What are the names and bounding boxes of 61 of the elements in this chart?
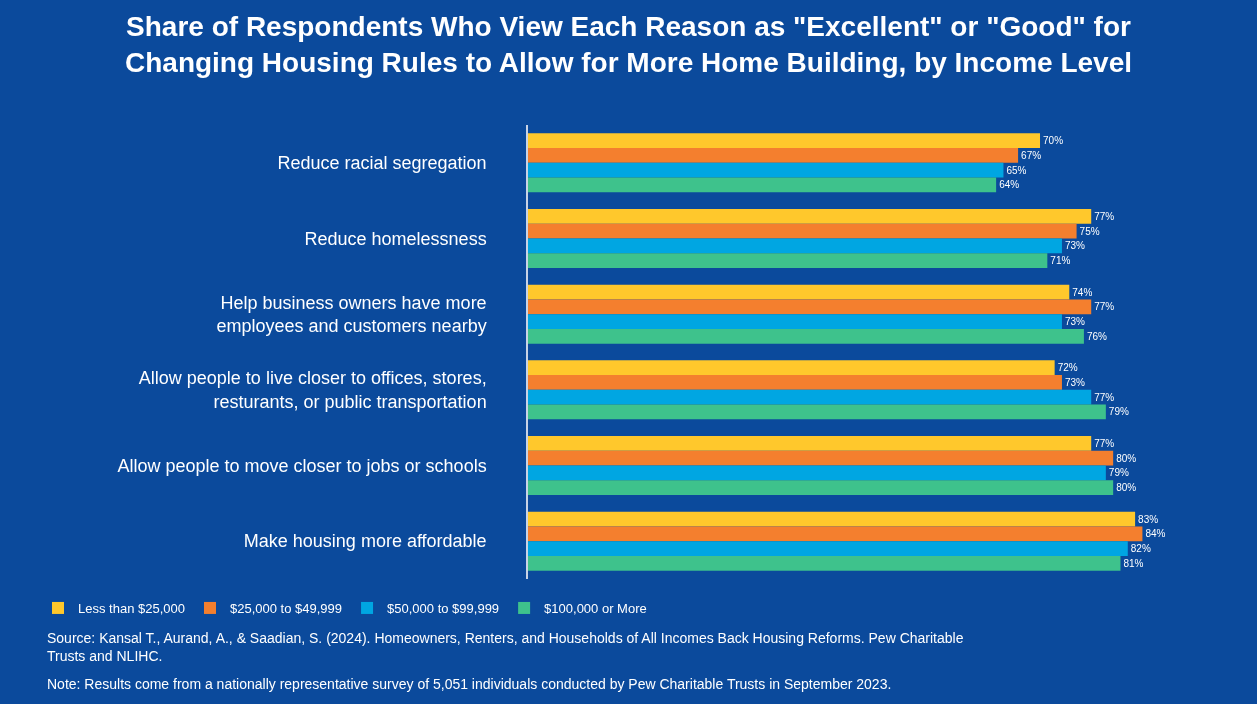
data-label: 70% bbox=[1043, 135, 1064, 147]
y-tick-label: Allow people to move closer to jobs or schools bbox=[117, 455, 487, 476]
bar bbox=[528, 435, 1092, 451]
bar bbox=[528, 133, 1041, 149]
bar bbox=[528, 148, 1019, 163]
data-label: 79% bbox=[1108, 406, 1129, 418]
y-tick-label: Reduce homelessness bbox=[304, 228, 487, 249]
data-label: 64% bbox=[999, 179, 1020, 191]
bar bbox=[528, 162, 1004, 178]
data-label: 73% bbox=[1064, 240, 1086, 252]
legend-label: $100,000 or More bbox=[544, 601, 647, 617]
y-tick-label: Make housing more affordable bbox=[243, 531, 487, 552]
bar bbox=[528, 299, 1092, 315]
data-label: 82% bbox=[1130, 543, 1151, 555]
data-label: 67% bbox=[1021, 149, 1042, 161]
data-label: 80% bbox=[1116, 452, 1137, 464]
legend-label: $50,000 to $99,999 bbox=[387, 601, 500, 617]
bar bbox=[528, 555, 1121, 571]
bar bbox=[528, 375, 1062, 390]
data-label: 76% bbox=[1086, 330, 1108, 342]
data-label: 81% bbox=[1123, 557, 1144, 569]
data-label: 77% bbox=[1094, 391, 1115, 403]
data-label: 75% bbox=[1079, 225, 1100, 237]
bar bbox=[528, 465, 1106, 481]
chart-title: Share of Respondents Who View Each Reason as "Excellent" or "Good" for Changing Housing Rules to Allow for More Home Building, by Income Level bbox=[124, 11, 1133, 79]
bar bbox=[528, 314, 1062, 329]
data-label: 77% bbox=[1094, 301, 1115, 313]
bar bbox=[528, 238, 1062, 254]
data-label: 73% bbox=[1064, 316, 1086, 328]
source-note: Source: Kansal T., Aurand, A., & Saadian, S. (2024). Homeowners, Renters, and Households of All Incomes Back Housing Reforms. Pew Charitable Trusts and NLIHC. bbox=[47, 630, 964, 665]
bar bbox=[528, 284, 1070, 300]
data-label: 83% bbox=[1138, 513, 1159, 525]
bar bbox=[528, 450, 1114, 466]
data-label: 80% bbox=[1116, 482, 1137, 494]
bar bbox=[528, 223, 1077, 239]
bar bbox=[528, 253, 1048, 269]
data-label: 72% bbox=[1057, 362, 1078, 374]
bar bbox=[528, 389, 1092, 405]
bar bbox=[528, 526, 1143, 542]
y-tick-label: Help business owners have more employees and customers nearby bbox=[216, 292, 487, 337]
data-label: 77% bbox=[1094, 437, 1115, 449]
bar bbox=[528, 208, 1092, 224]
bar bbox=[528, 541, 1128, 556]
data-label: 65% bbox=[1006, 164, 1027, 176]
data-label: 71% bbox=[1050, 255, 1071, 267]
bar bbox=[528, 480, 1114, 496]
bar bbox=[528, 360, 1055, 376]
legend-label: $25,000 to $49,999 bbox=[229, 601, 343, 617]
bar bbox=[528, 177, 997, 193]
data-label: 77% bbox=[1094, 210, 1115, 222]
legend-label: Less than $25,000 bbox=[78, 601, 185, 617]
data-label: 73% bbox=[1064, 376, 1086, 388]
text: Note: Results come from a nationally representative survey of 5,051 individuals conducted by Pew Charitable Trusts in September 2023. bbox=[47, 676, 892, 692]
bar bbox=[528, 404, 1106, 420]
bar bbox=[528, 511, 1136, 527]
data-label: 84% bbox=[1145, 528, 1166, 540]
y-tick-label: Allow people to live closer to offices, stores, resturants, or public transportation bbox=[138, 368, 487, 412]
bar bbox=[528, 328, 1084, 344]
data-label: 74% bbox=[1072, 286, 1093, 298]
y-tick-label: Reduce racial segregation bbox=[277, 153, 487, 174]
data-label: 79% bbox=[1108, 467, 1129, 479]
